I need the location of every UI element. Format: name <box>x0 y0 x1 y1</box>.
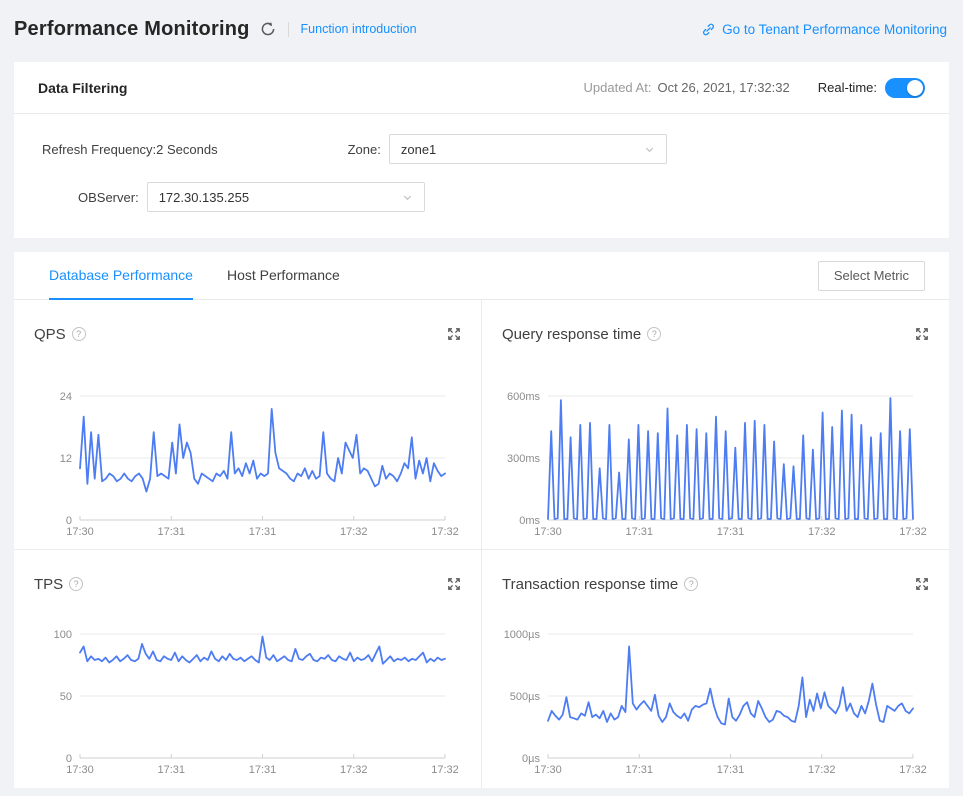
refresh-frequency-label: Refresh Frequency: <box>42 141 157 157</box>
svg-text:600ms: 600ms <box>507 391 541 403</box>
svg-text:17:31: 17:31 <box>157 764 185 776</box>
zone-label: Zone: <box>347 141 381 157</box>
svg-text:17:30: 17:30 <box>534 526 562 538</box>
toggle-knob <box>907 79 923 96</box>
observer-select-value: 172.30.135.255 <box>158 189 250 205</box>
transaction-response-panel: Transaction response time ? 0µs 500µs 1000… <box>482 550 949 788</box>
svg-text:17:31: 17:31 <box>717 764 745 776</box>
svg-text:17:30: 17:30 <box>534 764 562 776</box>
transaction-response-chart[interactable]: 0µs 500µs 1000µs 17:30 17:31 17:31 17:32 17:32 <box>502 624 929 787</box>
chevron-down-icon <box>402 192 413 203</box>
observer-select[interactable]: 172.30.135.255 <box>146 182 425 212</box>
svg-text:300ms: 300ms <box>507 453 541 465</box>
svg-text:17:32: 17:32 <box>340 764 368 776</box>
tenant-performance-link[interactable]: Go to Tenant Performance Monitoring <box>722 21 947 37</box>
tab-bar: Database Performance Host Performance Se… <box>14 252 949 300</box>
zone-select[interactable]: zone1 <box>388 134 667 164</box>
refresh-frequency-value: 2 Seconds <box>156 141 218 157</box>
expand-icon[interactable] <box>915 577 929 591</box>
svg-text:12: 12 <box>60 453 72 465</box>
svg-text:0: 0 <box>66 515 72 527</box>
svg-text:17:30: 17:30 <box>66 764 94 776</box>
svg-text:0µs: 0µs <box>522 753 540 765</box>
tps-panel: TPS ? 0 50 100 17:30 17:31 17:31 17:32 17:32 <box>14 550 482 788</box>
query-response-title: Query response time <box>502 325 642 343</box>
svg-text:17:31: 17:31 <box>249 526 277 538</box>
svg-text:24: 24 <box>60 391 72 403</box>
charts-grid: QPS ? 0 12 24 17:30 17:31 17:31 17:32 17:32 Que… <box>14 300 949 788</box>
svg-text:17:32: 17:32 <box>808 764 836 776</box>
qps-title: QPS <box>34 325 66 343</box>
svg-text:17:32: 17:32 <box>431 526 459 538</box>
tab-database-performance[interactable]: Database Performance <box>49 252 193 300</box>
chevron-down-icon <box>644 144 655 155</box>
observer-label: OBServer: <box>78 189 139 205</box>
help-icon[interactable]: ? <box>647 327 662 341</box>
svg-text:17:32: 17:32 <box>899 526 927 538</box>
updated-at-label: Updated At: <box>583 80 652 95</box>
data-filtering-card: Data Filtering Updated At: Oct 26, 2021,… <box>14 62 949 238</box>
tps-chart[interactable]: 0 50 100 17:30 17:31 17:31 17:32 17:32 <box>34 624 461 787</box>
filter-card-title: Data Filtering <box>38 79 128 96</box>
svg-text:0: 0 <box>66 753 72 765</box>
svg-text:17:32: 17:32 <box>431 764 459 776</box>
svg-text:17:32: 17:32 <box>340 526 368 538</box>
svg-text:17:31: 17:31 <box>249 764 277 776</box>
qps-panel: QPS ? 0 12 24 17:30 17:31 17:31 17:32 17:32 <box>14 300 482 550</box>
function-introduction-link[interactable]: Function introduction <box>300 22 417 36</box>
svg-text:17:32: 17:32 <box>808 526 836 538</box>
svg-text:17:30: 17:30 <box>66 526 94 538</box>
realtime-toggle[interactable] <box>885 77 925 98</box>
svg-text:17:31: 17:31 <box>717 526 745 538</box>
svg-text:0ms: 0ms <box>519 515 540 527</box>
query-response-panel: Query response time ? 0ms 300ms 600ms 17:30… <box>482 300 949 550</box>
svg-text:17:31: 17:31 <box>625 764 653 776</box>
svg-text:17:32: 17:32 <box>899 764 927 776</box>
select-metric-button[interactable]: Select Metric <box>817 260 925 291</box>
help-icon[interactable]: ? <box>684 577 699 591</box>
zone-select-value: zone1 <box>400 141 437 157</box>
refresh-icon[interactable] <box>260 21 276 37</box>
expand-icon[interactable] <box>915 327 929 341</box>
query-response-chart[interactable]: 0ms 300ms 600ms 17:30 17:31 17:31 17:32 17:32 <box>502 386 929 549</box>
qps-chart[interactable]: 0 12 24 17:30 17:31 17:31 17:32 17:32 <box>34 386 461 549</box>
svg-text:500µs: 500µs <box>510 691 541 703</box>
svg-text:50: 50 <box>60 691 72 703</box>
svg-text:17:31: 17:31 <box>157 526 185 538</box>
svg-text:100: 100 <box>54 629 72 641</box>
top-header: Performance Monitoring Function introduc… <box>0 0 963 58</box>
updated-at-value: Oct 26, 2021, 17:32:32 <box>657 80 790 95</box>
help-icon[interactable]: ? <box>69 577 84 591</box>
svg-text:17:31: 17:31 <box>625 526 653 538</box>
svg-text:1000µs: 1000µs <box>504 629 541 641</box>
transaction-response-title: Transaction response time <box>502 575 679 593</box>
link-icon <box>701 22 716 37</box>
realtime-label: Real-time: <box>817 80 877 95</box>
expand-icon[interactable] <box>447 577 461 591</box>
tps-title: TPS <box>34 575 64 593</box>
help-icon[interactable]: ? <box>71 327 86 341</box>
tab-host-performance[interactable]: Host Performance <box>226 266 340 283</box>
divider <box>287 21 289 37</box>
performance-card: Database Performance Host Performance Se… <box>14 252 949 788</box>
page-title: Performance Monitoring <box>14 17 250 40</box>
expand-icon[interactable] <box>447 327 461 341</box>
